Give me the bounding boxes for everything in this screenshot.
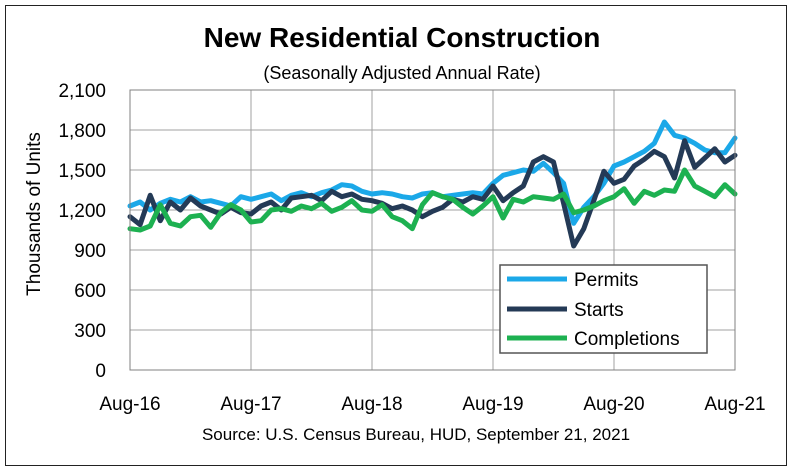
x-tick-label: Aug-16 [99,394,160,415]
x-tick-label: Aug-20 [583,394,644,415]
y-axis-label: Thousands of Units [24,132,45,296]
legend-label-completions: Completions [574,329,680,350]
y-tick-label: 1,200 [58,201,106,222]
legend: Permits Starts Completions [499,264,708,354]
y-tick-label: 300 [74,321,106,342]
y-tick-label: 2,100 [58,81,106,102]
legend-label-permits: Permits [574,270,638,291]
y-tick-label: 0 [95,361,106,382]
chart-source: Source: U.S. Census Bureau, HUD, Septemb… [202,425,630,444]
x-tick-label: Aug-21 [704,394,765,415]
series-line-permits [127,119,738,226]
chart-title: New Residential Construction [204,22,601,53]
y-tick-label: 1,500 [58,161,106,182]
y-tick-label: 900 [74,241,106,262]
series-lines [127,119,738,249]
legend-label-starts: Starts [574,300,624,321]
chart-subtitle: (Seasonally Adjusted Annual Rate) [263,63,540,83]
x-tick-label: Aug-18 [341,394,402,415]
y-tick-label: 600 [74,281,106,302]
x-tick-label: Aug-19 [462,394,523,415]
series-line-completions [127,167,738,233]
x-tick-label: Aug-17 [220,394,281,415]
y-tick-label: 1,800 [58,121,106,142]
chart-frame [5,5,787,466]
plot-area-border [129,89,736,371]
axes: 0 300 600 900 1,200 1,500 1,800 2,100 Aug-16 Aug-… [58,81,765,415]
